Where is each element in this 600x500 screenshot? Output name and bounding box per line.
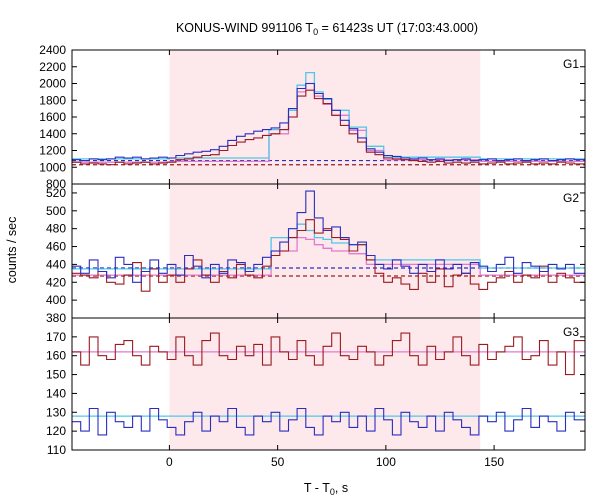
shaded-interval [169,50,481,450]
y-tick-label: 160 [46,349,66,363]
x-tick-label: 0 [166,455,173,469]
series-layer [72,71,586,436]
panel-g3 [72,332,585,436]
chart-title-rest: = 61423s UT (17:03:43.000) [318,21,478,35]
x-tick-label: 100 [376,455,396,469]
ticks-layer: G180010001200140016001800200022002400G23… [39,43,585,469]
chart-title: KONUS-WIND 991106 T0 = 61423s UT (17:03:… [176,21,478,37]
series-cyan-g1 [72,71,585,160]
y-tick-label: 1600 [39,110,66,124]
x-axis-label: T - T0, s [304,481,348,497]
y-tick-label: 500 [46,204,66,218]
y-tick-label: 1400 [39,127,66,141]
chart-title-main: KONUS-WIND 991106 T [176,21,313,35]
panel-label-g2: G2 [563,191,579,205]
y-tick-label: 170 [46,330,66,344]
y-tick-label: 460 [46,240,66,254]
series-red-g2 [72,219,585,292]
x-axis-label-main: T - T [304,481,330,495]
series-red-g1 [72,89,585,166]
x-tick-label: 150 [484,455,504,469]
x-axis-label-subscript: 0 [330,487,335,497]
y-tick-label: 150 [46,368,66,382]
y-tick-label: 130 [46,405,66,419]
y-tick-label: 400 [46,293,66,307]
series-blue-g1 [72,82,585,162]
y-tick-label: 140 [46,386,66,400]
y-tick-label: 1000 [39,160,66,174]
panel-label-g3: G3 [563,325,579,339]
panel-g1 [72,71,586,166]
y-tick-label: 2200 [39,60,66,74]
x-axis-label-rest: , s [335,481,348,495]
y-tick-label: 800 [46,177,66,191]
y-tick-label: 1200 [39,144,66,158]
x-tick-label: 50 [271,455,285,469]
shaded-interval-layer [169,50,481,450]
y-tick-label: 1800 [39,93,66,107]
panel-label-g1: G1 [563,57,579,71]
y-tick-label: 2000 [39,77,66,91]
panel-frame-g3 [71,317,586,451]
panel-g2 [72,190,585,292]
y-tick-label: 440 [46,257,66,271]
y-tick-label: 2400 [39,43,66,57]
series-red-g3 [72,332,585,376]
series-blue-g3 [72,407,585,436]
y-tick-label: 120 [46,424,66,438]
y-tick-label: 420 [46,275,66,289]
y-tick-label: 380 [46,311,66,325]
y-tick-label: 110 [47,443,66,457]
series-blue-g2 [72,190,585,283]
chart-title-subscript: 0 [313,27,318,37]
y-axis-label: counts / sec [5,217,19,284]
y-tick-label: 520 [46,186,66,200]
y-tick-label: 480 [46,222,66,236]
